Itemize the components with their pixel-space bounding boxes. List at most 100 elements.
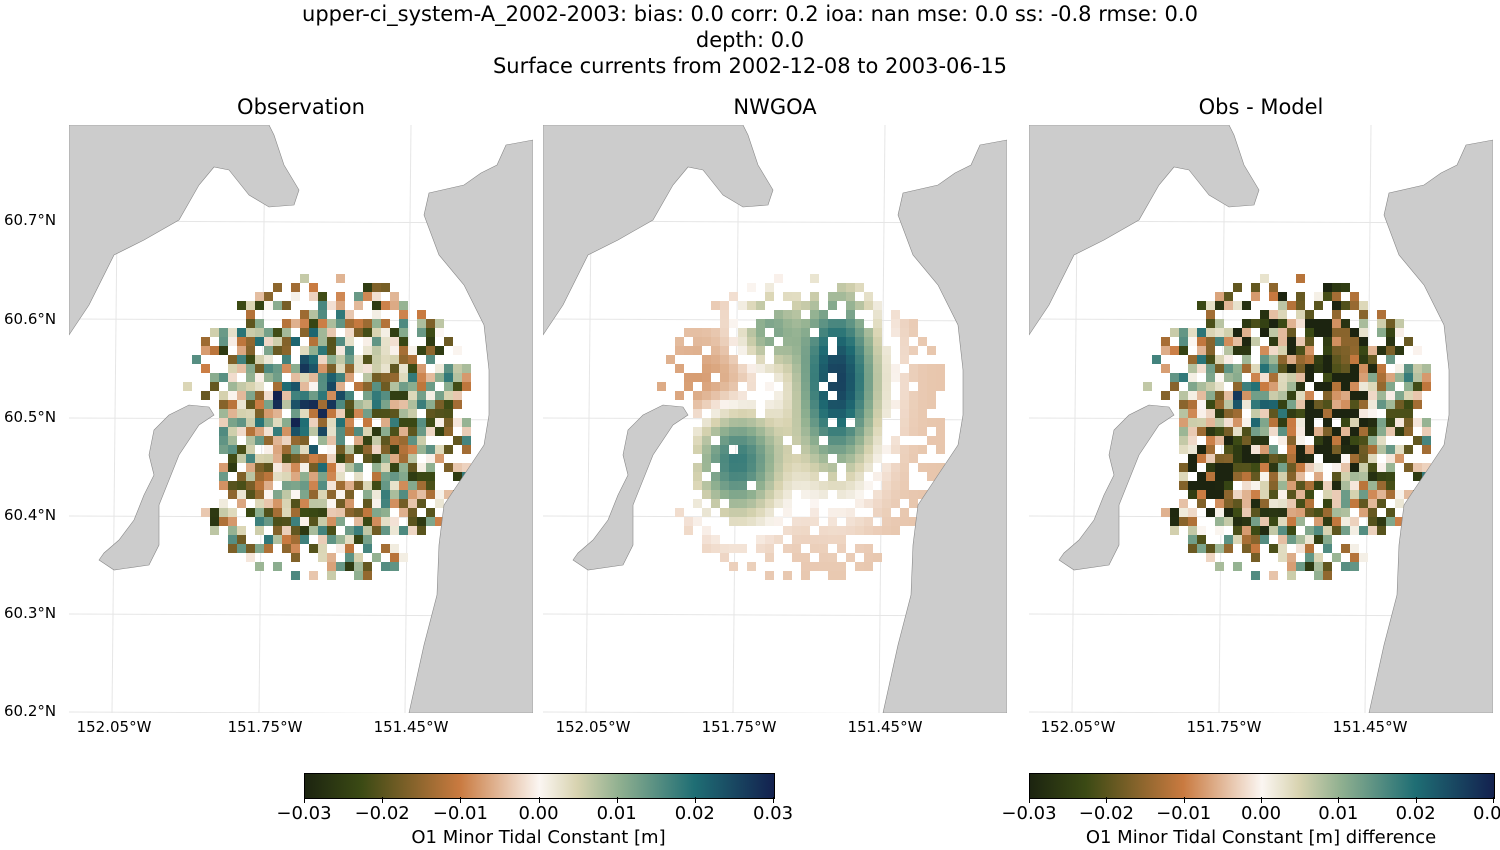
data-cell [864, 409, 873, 418]
colorbar-tick-label: −0.01 [1156, 803, 1212, 824]
data-cell [336, 319, 345, 328]
data-cell [246, 328, 255, 337]
data-cell [381, 319, 390, 328]
data-cell [1332, 391, 1341, 400]
data-cell [846, 490, 855, 499]
data-cell [765, 553, 774, 562]
data-cell [219, 427, 228, 436]
data-cell [1305, 337, 1314, 346]
data-cell [828, 463, 837, 472]
data-cell [900, 445, 909, 454]
panel-title-observation: Observation [237, 95, 365, 119]
data-cell [1296, 337, 1305, 346]
data-cell [1305, 346, 1314, 355]
data-cell [291, 283, 300, 292]
data-cell [792, 292, 801, 301]
data-cell [1305, 544, 1314, 553]
colorbar-tick [1493, 797, 1494, 803]
colorbar-tick [1183, 797, 1185, 803]
data-cell [417, 382, 426, 391]
data-cell [1260, 472, 1269, 481]
data-cell [1314, 535, 1323, 544]
data-cell [228, 382, 237, 391]
data-cell [246, 382, 255, 391]
data-cell [1224, 445, 1233, 454]
data-cell [1359, 382, 1368, 391]
data-cell [453, 472, 462, 481]
data-cell [1305, 391, 1314, 400]
data-cell [792, 526, 801, 535]
data-cell [1269, 337, 1278, 346]
data-cell [1341, 373, 1350, 382]
data-cell [273, 409, 282, 418]
data-cell [381, 373, 390, 382]
data-cell [237, 400, 246, 409]
data-cell [417, 310, 426, 319]
data-cell [1287, 409, 1296, 418]
data-cell [408, 409, 417, 418]
data-cell [873, 355, 882, 364]
data-cell [381, 355, 390, 364]
data-cell [1422, 436, 1431, 445]
data-cell [855, 481, 864, 490]
data-cell [381, 490, 390, 499]
data-cell [345, 454, 354, 463]
data-cell [237, 409, 246, 418]
data-cell [219, 508, 228, 517]
data-cell [738, 544, 747, 553]
data-cell [408, 463, 417, 472]
data-cell [729, 400, 738, 409]
data-cell [801, 355, 810, 364]
data-cell [900, 328, 909, 337]
data-cell [900, 508, 909, 517]
data-cell [291, 427, 300, 436]
data-cell [1314, 526, 1323, 535]
data-cell [1260, 373, 1269, 382]
data-cell [372, 391, 381, 400]
data-cell [738, 490, 747, 499]
data-cell [1395, 427, 1404, 436]
data-cell [1188, 508, 1197, 517]
data-cell [702, 427, 711, 436]
data-cell [819, 535, 828, 544]
data-cell [246, 400, 255, 409]
data-cell [354, 472, 363, 481]
data-cell [318, 319, 327, 328]
data-cell [801, 526, 810, 535]
data-cell [819, 427, 828, 436]
data-cell [1278, 292, 1287, 301]
data-cell [1170, 382, 1179, 391]
data-cell [1251, 571, 1260, 580]
data-cell [264, 346, 273, 355]
data-cell [1323, 526, 1332, 535]
data-cell [354, 535, 363, 544]
data-cell [336, 346, 345, 355]
data-cell [228, 544, 237, 553]
data-cell [1359, 301, 1368, 310]
data-cell [1215, 454, 1224, 463]
data-cell [1323, 373, 1332, 382]
data-cell [1251, 508, 1260, 517]
data-cell [1368, 391, 1377, 400]
data-cell [237, 535, 246, 544]
data-cell [1179, 499, 1188, 508]
data-cell [372, 301, 381, 310]
data-cell [336, 490, 345, 499]
data-cell [864, 382, 873, 391]
data-cell [1260, 454, 1269, 463]
data-cell [765, 337, 774, 346]
data-cell [291, 454, 300, 463]
data-cell [855, 526, 864, 535]
lon-label: 151.45°W [1332, 718, 1408, 736]
data-cell [1260, 436, 1269, 445]
data-cell [273, 400, 282, 409]
data-cell [774, 364, 783, 373]
data-cell [390, 490, 399, 499]
data-cell [738, 436, 747, 445]
data-cell [774, 499, 783, 508]
data-cell [1278, 301, 1287, 310]
data-cell [1278, 400, 1287, 409]
data-cell [855, 283, 864, 292]
data-cell [327, 526, 336, 535]
data-cell [702, 544, 711, 553]
